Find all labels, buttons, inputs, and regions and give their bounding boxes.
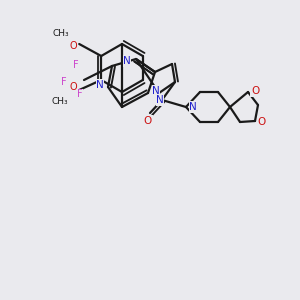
Text: N: N [156,95,164,105]
Text: N: N [96,80,104,90]
Text: O: O [69,82,77,92]
Text: N: N [152,86,160,96]
Text: CH₃: CH₃ [53,29,70,38]
Text: F: F [77,89,83,99]
Text: O: O [69,41,77,51]
Text: O: O [251,86,259,96]
Text: F: F [61,77,67,87]
Text: CH₃: CH₃ [52,98,68,106]
Text: N: N [123,56,131,66]
Text: F: F [73,60,79,70]
Text: N: N [189,102,197,112]
Text: O: O [258,117,266,127]
Text: O: O [144,116,152,126]
